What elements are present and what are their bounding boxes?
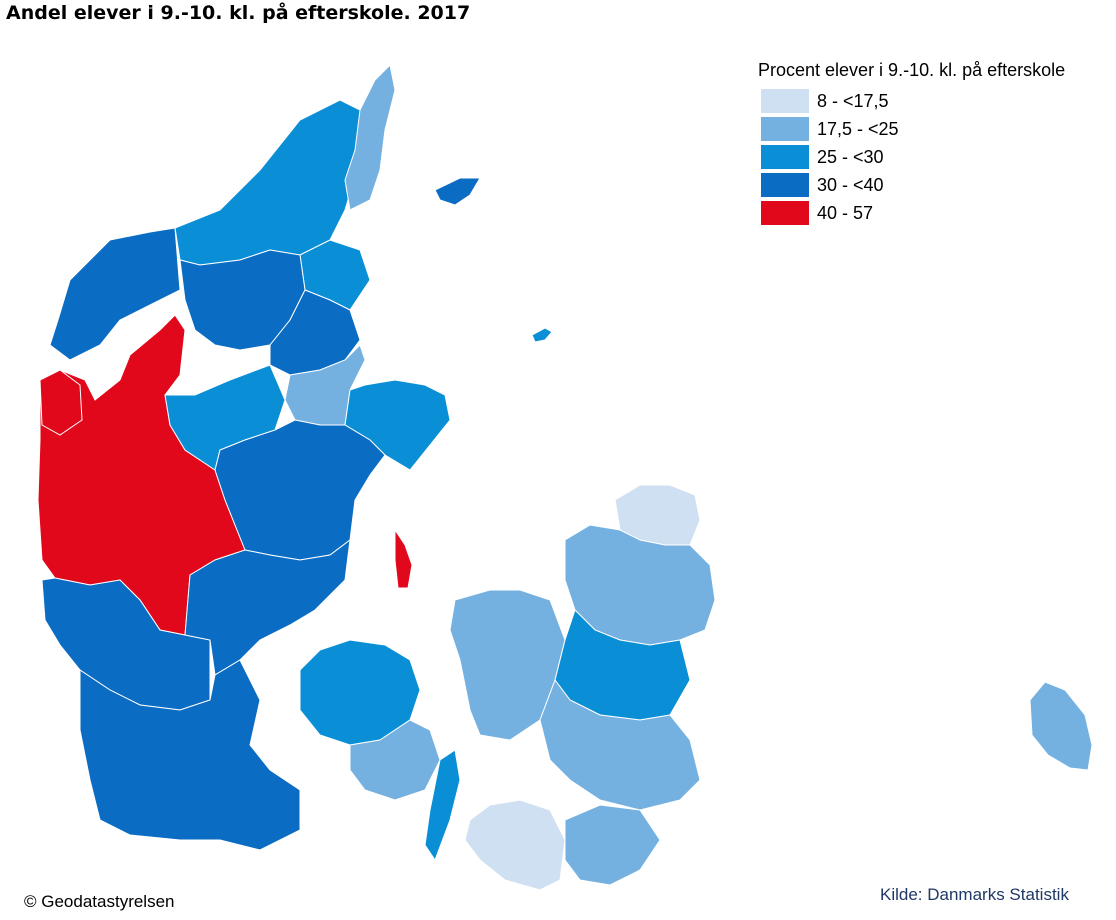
legend-item: 40 - 57 <box>761 199 1065 227</box>
legend-label: 25 - <30 <box>817 146 884 167</box>
legend-label: 30 - <40 <box>817 174 884 195</box>
region-soenderjylland[interactable] <box>79 659 301 851</box>
legend-swatch <box>761 89 809 113</box>
legend-swatch <box>761 117 809 141</box>
region-fyn-syd[interactable] <box>349 719 441 801</box>
map-title: Andel elever i 9.-10. kl. på efterskole.… <box>6 2 471 24</box>
legend-item: 17,5 - <25 <box>761 115 1065 143</box>
region-struer[interactable] <box>39 369 83 436</box>
region-lolland[interactable] <box>464 799 566 891</box>
legend-label: 17,5 - <25 <box>817 118 899 139</box>
legend-title: Procent elever i 9.-10. kl. på efterskol… <box>758 60 1066 80</box>
legend-swatch <box>761 173 809 197</box>
legend-swatch <box>761 145 809 169</box>
legend-swatch <box>761 201 809 225</box>
copyright-credit: © Geodatastyrelsen <box>24 892 175 911</box>
region-langeland[interactable] <box>424 749 461 862</box>
region-laeso[interactable] <box>434 177 481 206</box>
data-source: Kilde: Danmarks Statistik <box>880 885 1069 904</box>
region-sydvestjylland[interactable] <box>41 577 211 711</box>
region-anholt[interactable] <box>531 327 553 343</box>
region-falster[interactable] <box>564 804 661 886</box>
region-thy-mors[interactable] <box>49 227 181 361</box>
legend: Procent elever i 9.-10. kl. på efterskol… <box>758 60 1065 227</box>
region-skagen[interactable] <box>344 63 396 211</box>
legend-label: 8 - <17,5 <box>817 90 889 111</box>
legend-item: 8 - <17,5 <box>761 87 1065 115</box>
legend-label: 40 - 57 <box>817 202 874 223</box>
region-samsoe[interactable] <box>394 528 413 589</box>
legend-item: 25 - <30 <box>761 143 1065 171</box>
legend-item: 30 - <40 <box>761 171 1065 199</box>
region-bornholm[interactable] <box>1029 681 1093 771</box>
region-fyn-nord[interactable] <box>299 639 421 746</box>
region-sydsjaelland[interactable] <box>539 678 701 811</box>
